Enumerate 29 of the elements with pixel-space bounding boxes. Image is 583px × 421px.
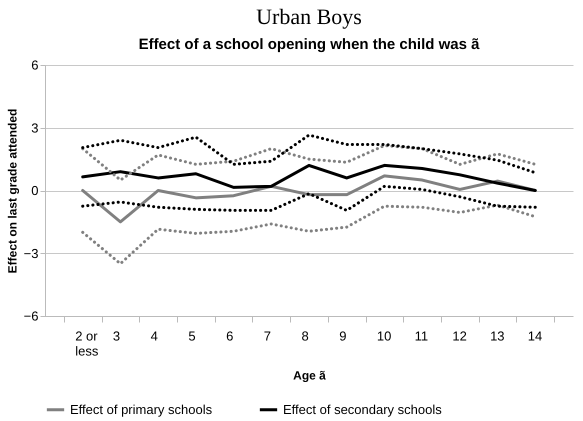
- x-tick-label: 7: [264, 328, 272, 344]
- x-tick-label: 14: [528, 328, 542, 344]
- line-series: [81, 134, 537, 174]
- y-tick-label: 6: [31, 58, 38, 72]
- x-tick-label: 6: [226, 328, 234, 344]
- x-axis-title: Age ã: [293, 368, 326, 382]
- x-tick-label: 10: [376, 328, 392, 344]
- x-tick-label: 5: [188, 328, 196, 344]
- line-series: [81, 204, 537, 266]
- x-tick-label: 12: [452, 328, 467, 344]
- x-tick-label: 13: [490, 328, 505, 344]
- chart-subtitle: Effect of a school opening when the child was ã: [138, 36, 480, 53]
- x-tick-label: 4: [150, 328, 158, 344]
- x-tick-label: 2 or less: [75, 328, 99, 358]
- y-tick-label: −6: [24, 308, 38, 324]
- y-tick-label: 0: [31, 183, 38, 198]
- y-tick-label: −3: [24, 246, 38, 261]
- x-tick-label: 11: [414, 328, 428, 344]
- y-axis-title: Effect on last grade attended: [6, 108, 20, 274]
- chart-title: Urban Boys: [256, 4, 362, 29]
- legend-label: Effect of secondary schools: [283, 402, 442, 417]
- line-series: [81, 144, 537, 182]
- x-tick-label: 8: [302, 328, 309, 344]
- line-series: [81, 184, 537, 212]
- legend-label: Effect of primary schools: [70, 402, 213, 417]
- x-tick-label: 3: [112, 328, 120, 344]
- y-tick-label: 3: [31, 120, 38, 136]
- x-tick-label: 9: [339, 328, 346, 344]
- line-series: [81, 164, 537, 192]
